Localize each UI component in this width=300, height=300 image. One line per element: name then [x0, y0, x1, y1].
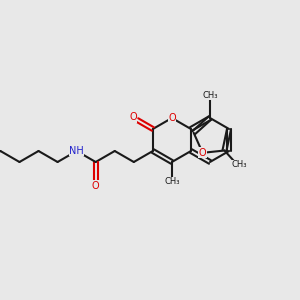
Text: CH₃: CH₃: [231, 160, 247, 169]
Text: O: O: [129, 112, 137, 122]
Text: O: O: [92, 181, 100, 191]
Text: CH₃: CH₃: [202, 91, 218, 100]
Text: CH₃: CH₃: [164, 177, 180, 186]
Text: NH: NH: [69, 146, 84, 156]
Text: O: O: [199, 148, 206, 158]
Text: O: O: [168, 113, 176, 123]
